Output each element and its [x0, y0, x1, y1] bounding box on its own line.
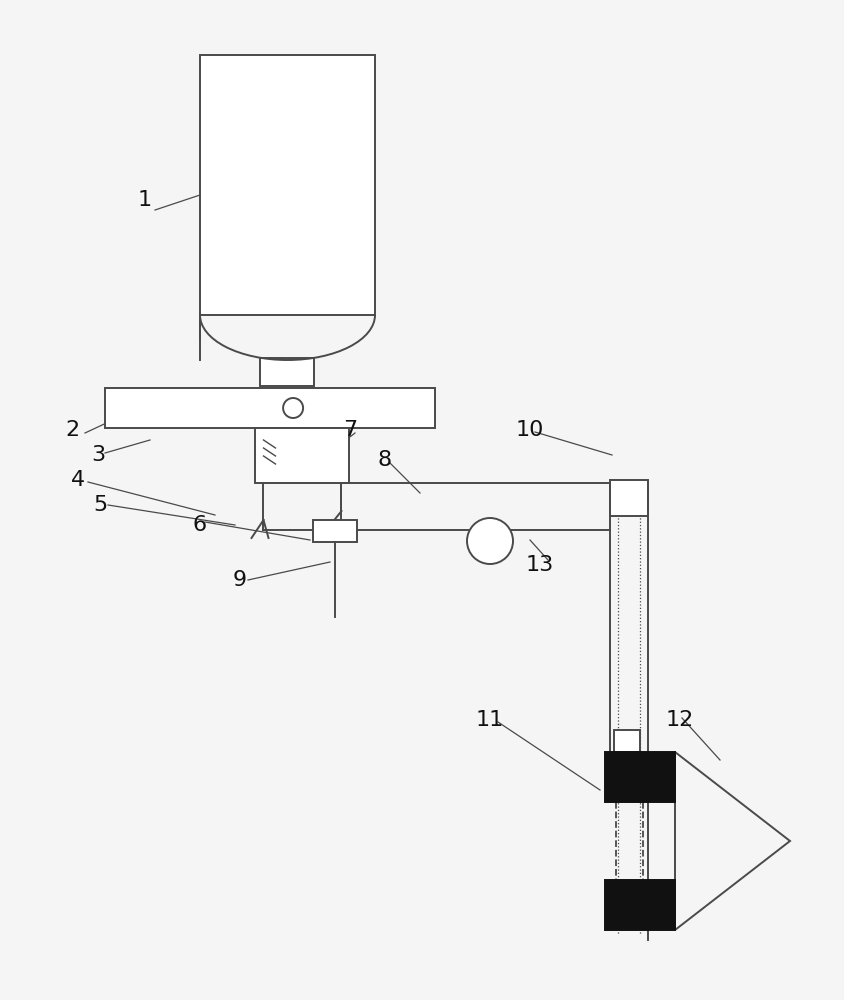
Bar — [614, 730, 639, 752]
Text: 11: 11 — [475, 710, 504, 730]
Text: 1: 1 — [138, 190, 152, 210]
Circle shape — [283, 398, 303, 418]
Bar — [105, 388, 435, 428]
Text: 2: 2 — [65, 420, 79, 440]
Circle shape — [467, 518, 512, 564]
Text: 10: 10 — [515, 420, 544, 440]
Text: 9: 9 — [233, 570, 246, 590]
Bar — [609, 480, 647, 516]
Text: 13: 13 — [525, 555, 554, 575]
Text: 4: 4 — [71, 470, 85, 490]
Bar — [200, 55, 375, 315]
Text: 7: 7 — [343, 420, 357, 440]
Bar — [604, 880, 674, 930]
Text: 5: 5 — [93, 495, 107, 515]
Text: 3: 3 — [91, 445, 105, 465]
Bar — [260, 358, 314, 386]
Text: 12: 12 — [665, 710, 693, 730]
Bar — [604, 752, 674, 802]
Bar — [312, 520, 356, 542]
Text: 6: 6 — [192, 515, 207, 535]
Bar — [255, 428, 349, 483]
Text: 8: 8 — [377, 450, 392, 470]
